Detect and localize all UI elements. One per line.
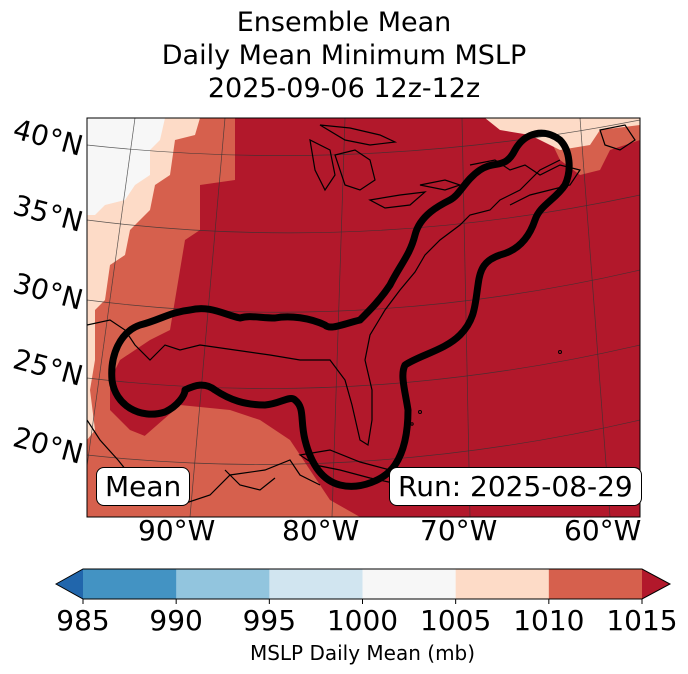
title-line-3: 2025-09-06 12z-12z <box>207 73 481 104</box>
mean-label-box: Mean <box>96 467 191 506</box>
colorbar-segment <box>83 569 177 599</box>
colorbar-segment <box>455 569 550 599</box>
field-1005-1010-northeast <box>485 118 640 150</box>
chart-title: Ensemble Mean Daily Mean Minimum MSLP 20… <box>0 6 688 105</box>
latitude-lines <box>87 119 640 465</box>
field-1010-1015-west <box>87 118 320 517</box>
lon-label-70w: 70°W <box>420 514 498 547</box>
map-panel <box>86 117 641 518</box>
title-line-2: Daily Mean Minimum MSLP <box>161 40 527 71</box>
colorbar-tick-label: 985 <box>56 604 110 637</box>
colorbar-segments <box>54 568 672 604</box>
lon-label-90w: 90°W <box>138 514 216 547</box>
colorbar-tick-label: 1005 <box>420 604 492 637</box>
colorbar-tick-label: 1000 <box>326 604 399 637</box>
colorbar-segment <box>362 569 457 599</box>
lon-label-80w: 80°W <box>282 514 360 547</box>
colorbar-segment <box>176 569 270 599</box>
colorbar-tick-label: 995 <box>242 604 297 637</box>
colorbar-segment <box>548 569 643 599</box>
colorbar-extend-low <box>56 569 83 599</box>
map-plot-area <box>87 118 640 517</box>
pressure-contour <box>108 129 573 490</box>
map-frame <box>86 117 641 518</box>
field-below-1005 <box>87 118 165 215</box>
colorbar-tick-label: 990 <box>149 604 203 637</box>
run-date-label-box: Run: 2025-08-29 <box>389 467 642 506</box>
colorbar-label: MSLP Daily Mean (mb) <box>249 641 476 665</box>
colorbar-tick-label: 1015 <box>606 604 678 637</box>
colorbar-extend-high <box>642 569 670 599</box>
colorbar-segment <box>269 569 363 599</box>
lon-label-60w: 60°W <box>564 514 642 547</box>
title-line-1: Ensemble Mean <box>236 7 452 38</box>
colorbar-tick-label: 1010 <box>513 604 585 637</box>
